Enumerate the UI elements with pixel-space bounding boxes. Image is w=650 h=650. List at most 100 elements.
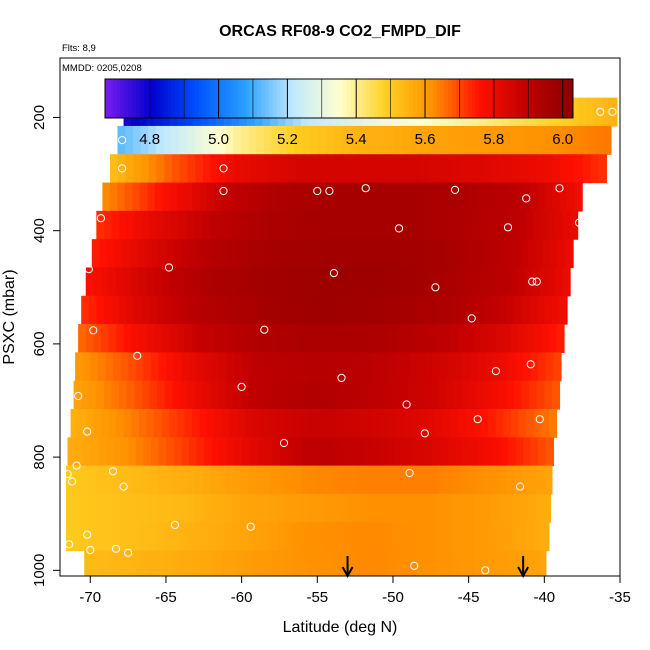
- heatmap-cell: [290, 324, 299, 353]
- colorbar-cell: [424, 79, 430, 118]
- colorbar-cell: [210, 79, 215, 118]
- heatmap-cell: [111, 465, 120, 495]
- sample-point: [431, 283, 440, 292]
- heatmap-cell: [66, 465, 75, 495]
- sample-point: [450, 185, 460, 194]
- heatmap-cell: [103, 210, 112, 240]
- heatmap-cell: [241, 154, 251, 184]
- heatmap-cell: [331, 380, 340, 410]
- heatmap-cell: [96, 295, 105, 325]
- heatmap-cell: [365, 154, 375, 184]
- heatmap-cell: [161, 408, 170, 438]
- heatmap-cell: [445, 465, 454, 495]
- heatmap-cell: [229, 324, 239, 353]
- colorbar-cell: [241, 79, 246, 118]
- heatmap-cell: [250, 550, 258, 576]
- heatmap-cell: [172, 154, 181, 184]
- heatmap-cell: [401, 550, 410, 576]
- heatmap-cell: [362, 380, 371, 410]
- heatmap-cell: [450, 408, 459, 438]
- heatmap-cell: [84, 550, 93, 576]
- heatmap-cell: [128, 352, 137, 382]
- heatmap-cell: [378, 352, 387, 382]
- heatmap-cell: [339, 295, 348, 325]
- heatmap-cell: [93, 267, 102, 297]
- heatmap-cell: [90, 352, 99, 382]
- y-tick-label: 800: [31, 445, 48, 470]
- heatmap-cell: [75, 352, 84, 382]
- sample-point: [246, 522, 255, 531]
- heatmap-cell: [176, 408, 186, 438]
- heatmap-cell: [424, 182, 433, 212]
- sample-point: [410, 561, 419, 570]
- heatmap-cell: [505, 239, 514, 269]
- colorbar-cell: [374, 79, 379, 118]
- heatmap-cell: [477, 352, 486, 382]
- heatmap-cell: [153, 267, 163, 297]
- colorbar-cell: [264, 79, 270, 118]
- heatmap-cell: [184, 408, 193, 438]
- heatmap-cell: [468, 295, 477, 325]
- heatmap-cell: [159, 239, 168, 269]
- heatmap-cell: [407, 465, 416, 495]
- heatmap-cell: [532, 267, 541, 297]
- heatmap-cell: [312, 267, 321, 297]
- heatmap-cell: [116, 408, 125, 438]
- colorbar-cell: [167, 79, 172, 118]
- heatmap-cell: [438, 380, 447, 410]
- heatmap-cell: [422, 295, 431, 325]
- heatmap-cell: [322, 550, 331, 576]
- heatmap-cell: [267, 182, 276, 212]
- heatmap-cell: [171, 125, 180, 155]
- heatmap-cell: [437, 295, 447, 325]
- heatmap-cell: [234, 154, 243, 184]
- colorbar-tick-labels: 4.8 5.0 5.2 5.4 5.6 5.8 6.0: [139, 131, 573, 148]
- heatmap-cell: [125, 125, 134, 155]
- heatmap-cell: [317, 125, 327, 155]
- heatmap-cell: [248, 380, 257, 410]
- heatmap-cell: [135, 437, 145, 467]
- sample-point: [164, 263, 174, 272]
- heatmap-cell: [222, 182, 231, 212]
- heatmap-cell: [302, 125, 311, 155]
- heatmap-cell: [491, 465, 500, 495]
- heatmap-cell: [286, 380, 295, 410]
- heatmap-cell: [488, 522, 497, 552]
- colorbar-cell: [420, 79, 426, 118]
- heatmap-cell: [246, 210, 255, 240]
- heatmap-cell: [237, 182, 246, 212]
- colorbar-cell: [530, 79, 535, 118]
- heatmap-cell: [277, 493, 287, 523]
- heatmap-cell: [75, 437, 84, 467]
- heatmap-cell: [296, 154, 305, 184]
- sample-point: [74, 391, 83, 401]
- heatmap-cell: [339, 239, 349, 269]
- heatmap-cell: [88, 465, 98, 495]
- sample-point: [170, 520, 180, 530]
- heatmap-cell: [187, 465, 196, 495]
- heatmap-cell: [269, 210, 278, 240]
- colorbar-cell: [237, 79, 242, 118]
- heatmap-cell: [211, 437, 220, 467]
- heatmap-cell: [111, 380, 120, 410]
- heatmap-cell: [313, 324, 322, 353]
- heatmap-cell: [308, 295, 318, 325]
- heatmap-cell: [514, 182, 523, 212]
- heatmap-cell: [496, 522, 505, 552]
- heatmap-cell: [267, 324, 277, 353]
- heatmap-cell: [371, 125, 381, 155]
- heatmap-cell: [318, 352, 327, 382]
- heatmap-cell: [96, 380, 105, 410]
- heatmap-cell: [346, 493, 355, 523]
- heatmap-cell: [135, 352, 145, 382]
- heatmap-cell: [536, 465, 545, 495]
- heatmap-cell: [133, 154, 142, 184]
- heatmap-cell: [288, 154, 297, 184]
- heatmap-cell: [146, 408, 155, 438]
- heatmap-cell: [334, 182, 343, 212]
- colorbar-cell: [459, 79, 465, 118]
- heatmap-cell: [174, 239, 183, 269]
- colorbar-cell: [487, 79, 492, 118]
- sample-point: [329, 269, 338, 278]
- heatmap-cell: [598, 154, 607, 184]
